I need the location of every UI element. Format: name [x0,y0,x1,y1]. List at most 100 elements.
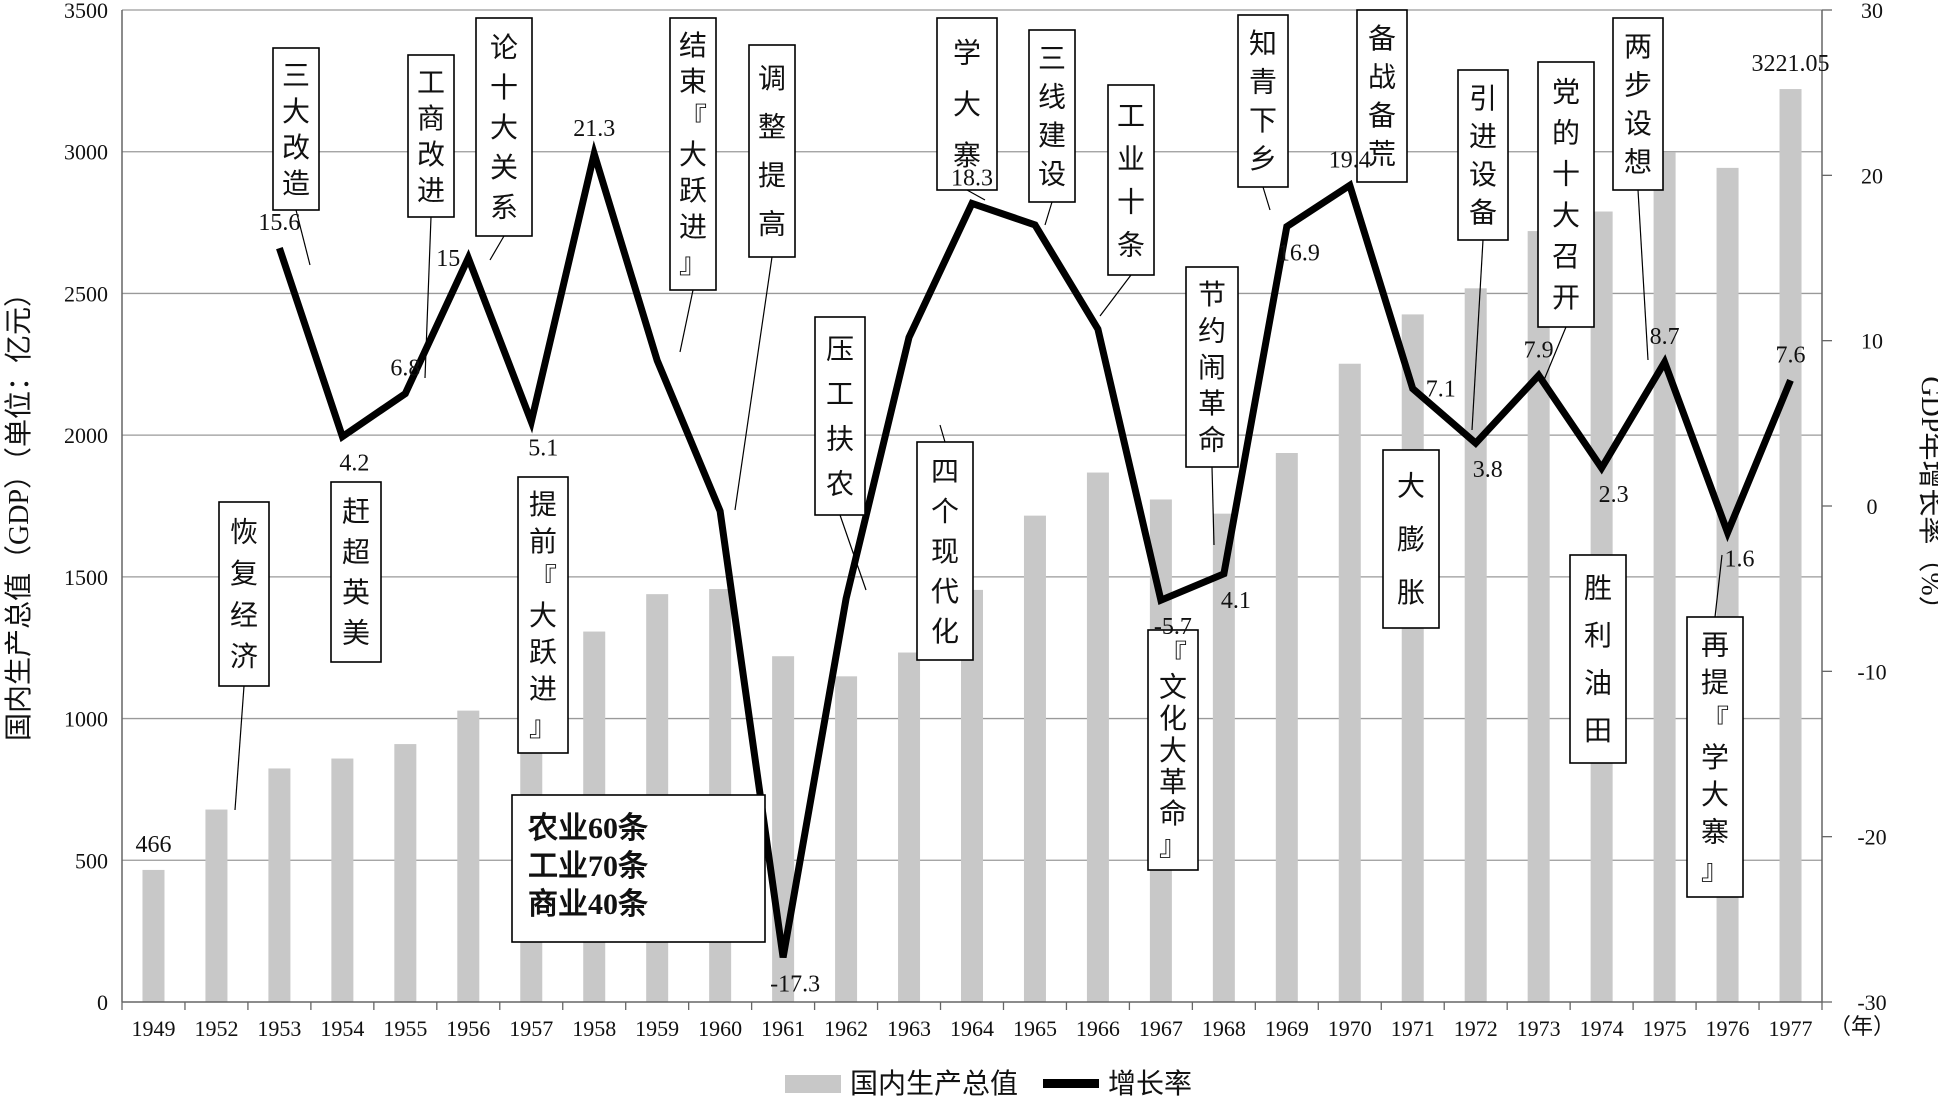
annotation-char: 进 [1469,122,1497,153]
annotation-box [1147,629,1199,871]
x-tick-label: 1952 [194,1016,238,1041]
annotation-char: 大 [1159,735,1187,767]
data-label: 7.1 [1426,377,1456,403]
annotation-char: 大 [1397,470,1425,502]
annotation-char: 工 [1117,101,1145,132]
x-tick-label: 1973 [1517,1016,1561,1041]
x-tick-label: 1949 [131,1016,175,1041]
annotation-char: 前 [529,526,557,558]
annotation-char: 设 [1624,109,1652,140]
annotation-char: 恢 [230,517,258,549]
x-tick-label: 1959 [635,1016,679,1041]
legend-growth-swatch [1043,1079,1099,1088]
data-label: 4.1 [1221,588,1251,614]
annotation-char: 再 [1701,631,1729,662]
gdp-bar [457,710,480,1002]
x-tick-label: 1967 [1139,1016,1183,1041]
annotation-char: 结 [679,30,707,62]
annotation-char: 胀 [1397,578,1425,609]
annotation-box [330,481,382,663]
annotation-char: 下 [1249,106,1277,137]
annotation-char: 农 [826,468,854,500]
annotation-char: 开 [1552,283,1580,314]
annotation-char: 改 [417,139,445,171]
right-tick-label: 30 [1861,0,1883,23]
annotation-char: 闹 [1198,352,1226,384]
annotation-char: 建 [1038,120,1066,152]
right-tick-label: -30 [1857,990,1886,1015]
right-tick-label: 0 [1867,494,1878,519]
annotation-char: 工 [826,379,854,410]
annotation-leader [1637,189,1649,361]
annotation-char: 工 [417,68,445,99]
left-tick-label: 1000 [64,707,108,732]
annotation-char: 设 [1038,160,1066,191]
annotation-box [1356,9,1408,183]
annotation-char: 扶 [826,423,854,455]
annotation-char: 十 [1117,186,1145,218]
growth-line [276,140,1794,959]
annotation-char: 四 [931,457,959,488]
annotation-char: 压 [826,334,854,365]
annotation-box [475,17,533,237]
annotation-char: 备 [1469,197,1497,229]
data-label: 2.3 [1599,482,1629,508]
annotation-box [1686,616,1744,898]
annotation-box [1382,449,1440,629]
x-tick-label: 1955 [383,1016,427,1041]
left-tick-label: 1500 [64,565,108,590]
growth-rate-line [276,140,1794,959]
annotation-char: 大 [679,139,707,171]
legend-growth-label: 增长率 [1108,1068,1192,1100]
x-tick-label: 1957 [509,1016,553,1041]
x-tick-label: 1974 [1580,1016,1624,1041]
data-label: 8.7 [1650,324,1680,350]
event-annotation: 大膨胀 [1382,449,1440,629]
annotation-char: 』 [529,711,557,742]
annotation-char: 约 [1198,315,1226,347]
axes: 0 500 1000 1500 2000 2500 3000 3500 -30 -20 -10 0 10… [64,0,1887,1041]
right-tick-label: -10 [1857,659,1886,684]
event-annotation: 提前『大跃进』 [517,476,569,754]
annotation-char: 十 [1552,159,1580,191]
annotation-char: 学 [953,37,981,69]
annotation-box [407,54,455,218]
annotation-char: 进 [417,176,445,207]
annotation-char: 胜 [1584,574,1612,605]
annotation-leader [1044,201,1053,226]
annotation-char: 提 [529,489,557,521]
annotation-leader [489,235,505,261]
annotation-char: 寨 [1701,817,1729,849]
annotation-leader [734,256,773,511]
data-label: 18.3 [951,165,993,191]
annotation-char: 利 [1584,620,1612,652]
x-tick-label: 1963 [887,1016,931,1041]
annotation-char: 复 [230,558,258,590]
right-tick-label: 10 [1861,329,1883,354]
annotation-char: 三 [282,61,310,92]
annotation-char: 造 [282,168,310,200]
annotation-box [1537,61,1595,328]
annotation-char: 商 [417,103,445,135]
annotation-leader [234,685,245,811]
left-tick-label: 3500 [64,0,108,23]
annotation-box [748,44,796,258]
right-tick-label: -20 [1857,825,1886,850]
annotation-char: 乡 [1249,145,1277,176]
left-tick-label: 2000 [64,423,108,448]
annotation-char: 知 [1249,28,1277,60]
annotation-char: 十 [490,72,518,104]
annotation-char: 的 [1552,118,1580,150]
data-label: 466 [135,832,171,858]
annotation-box [669,17,717,291]
annotation-char: 备 [1368,100,1396,132]
annotation-char: 大 [1552,200,1580,232]
data-label: 15.6 [258,210,300,236]
